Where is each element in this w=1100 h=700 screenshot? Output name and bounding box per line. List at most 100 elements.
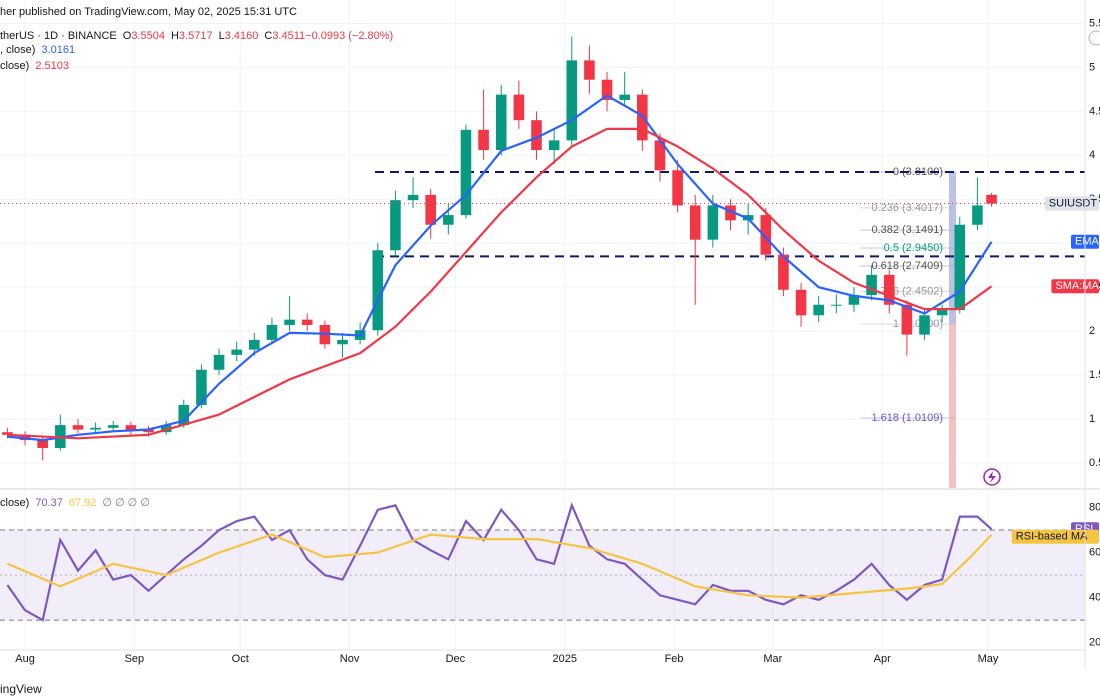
fib-label: 0.236 (3.4017) (871, 202, 943, 214)
x-tick-label: 2025 (552, 653, 576, 665)
quote-value: 3.4160 (225, 30, 259, 42)
candle-body (90, 427, 101, 430)
rsi-legend-value: 70.37 (35, 497, 63, 509)
candle-body (954, 224, 966, 311)
candle-body (654, 140, 666, 171)
candle-body (72, 425, 84, 430)
legend-entry: , close) 3.0161 (0, 44, 75, 56)
candle-body (407, 194, 419, 201)
settings-icon[interactable] (1088, 30, 1100, 46)
y-tick-label: 4 (1089, 149, 1095, 161)
candle-body (883, 274, 895, 305)
y-tick-label: 1.5 (1089, 369, 1100, 381)
x-tick-label: Apr (874, 653, 891, 665)
y-tick-label: 1 (1089, 413, 1095, 425)
candle-body (231, 349, 242, 355)
event-bolt (988, 471, 996, 483)
y-tick-label: 40 (1089, 591, 1100, 603)
candle-body (337, 339, 348, 345)
candle-body (196, 369, 207, 405)
legend-value: 3.0161 (41, 44, 75, 56)
candle-body (178, 404, 190, 426)
legend-label: , close) (0, 44, 35, 56)
candle-body (725, 205, 736, 221)
candle-body (901, 304, 913, 335)
candle-body (566, 60, 578, 141)
candle-body (831, 304, 842, 306)
price-tag-label: SMA:MA (1055, 280, 1099, 292)
candle-body (513, 94, 525, 121)
y-tick-label: 60 (1089, 546, 1100, 558)
candle-body (778, 254, 789, 290)
x-tick-label: Oct (232, 653, 249, 665)
candle-body (672, 170, 683, 206)
footer: ingView (0, 682, 42, 696)
candle-body (284, 319, 295, 325)
candle-body (601, 79, 613, 100)
quote-label: H (171, 30, 179, 42)
grid (0, 0, 1085, 650)
candle-body (848, 295, 860, 305)
quote-label: C (264, 30, 272, 42)
price-tag-label: SUIUSDT (1049, 197, 1098, 209)
legend-label: close) (0, 60, 29, 72)
candle-body (266, 324, 278, 340)
fib-label: 0.382 (3.1491) (871, 224, 943, 236)
y-tick-label: 4.5 (1089, 105, 1100, 117)
fib-label: 0.5 (2.9450) (884, 242, 943, 254)
rsi-legend: close) 70.37 67.92 ∅ ∅ ∅ ∅ (0, 497, 150, 509)
candle-body (707, 205, 719, 240)
candle-body (936, 310, 948, 316)
y-tick-label: 5 (1089, 61, 1095, 73)
quote-label: L (219, 30, 225, 42)
candle-body (478, 129, 489, 151)
rsi-legend-label: close) (0, 497, 29, 509)
fib-label: 0.618 (2.7409) (871, 260, 943, 272)
y-tick-label: 0.5 (1089, 457, 1100, 469)
x-tick-label: Dec (446, 653, 466, 665)
price-tag-label: RSI-based MA (1016, 531, 1088, 543)
rsi-legend-value: 67.92 (69, 497, 97, 509)
x-tick-label: Sep (125, 653, 145, 665)
fib-label: 0.786 (2.4502) (871, 285, 943, 297)
quote-value: 3.5504 (131, 30, 165, 42)
candle-body (301, 319, 313, 325)
candle-body (249, 339, 260, 350)
candle-body (760, 215, 772, 255)
legend-value: 2.5103 (35, 60, 69, 72)
candle-body (795, 289, 807, 316)
published-text: her published on TradingView.com, May 02… (0, 6, 297, 18)
candle-body (531, 120, 542, 151)
candle-body (213, 354, 225, 370)
symbol: therUS · 1D · BINANCE (0, 30, 117, 42)
candle-body (37, 440, 48, 449)
y-tick-label: 2 (1089, 325, 1095, 337)
series-line (6, 502, 993, 622)
x-tick-label: Feb (665, 653, 684, 665)
quote-value: 3.4511 (272, 30, 305, 42)
legend-entry: close) 2.5103 (0, 60, 69, 72)
x-tick-label: Aug (15, 653, 35, 665)
series-line (6, 533, 993, 599)
candle-body (619, 94, 630, 100)
candle-body (866, 274, 877, 296)
fib-band-upper (949, 172, 956, 325)
candle-body (125, 425, 137, 430)
event-icon[interactable] (983, 468, 1001, 486)
x-tick-label: Mar (763, 653, 782, 665)
fib-band-lower (949, 324, 956, 488)
candle-body (689, 205, 701, 240)
layers: 0.511.522.533.544.555.5AugSepOctNovDec20… (0, 17, 1100, 665)
candle-body (372, 250, 384, 331)
y-tick-label: 80 (1089, 501, 1100, 513)
price-tag (1051, 279, 1099, 294)
fib-label: 1.618 (1.0109) (871, 412, 943, 424)
quote-line: therUS · 1D · BINANCE O3.5504 H3.5717 L3.41… (0, 30, 393, 42)
x-tick-label: May (978, 653, 999, 665)
series-line (7, 94, 993, 442)
series-line (7, 127, 993, 440)
candle-body (443, 215, 454, 225)
x-tick-label: Nov (340, 653, 360, 665)
candle-body (548, 140, 560, 151)
